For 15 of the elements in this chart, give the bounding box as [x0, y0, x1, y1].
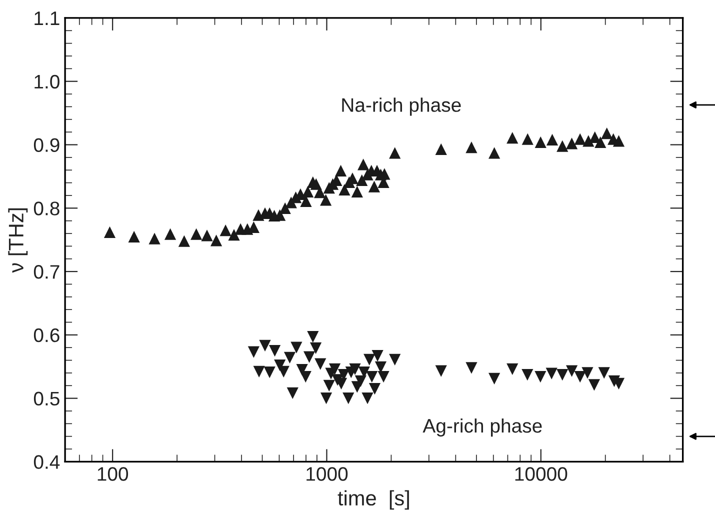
- x-tick-label: 100: [98, 467, 128, 481]
- series-label: Ag-rich phase: [422, 418, 542, 437]
- y-axis-title: ν [THz]: [8, 208, 28, 273]
- x-axis-title: time [s]: [338, 490, 409, 510]
- x-tick-label: 1000: [306, 467, 348, 481]
- y-tick-label: 0.4: [34, 455, 60, 469]
- series-label: Na-rich phase: [342, 98, 461, 116]
- y-tick-label: 0.8: [34, 202, 60, 216]
- x-tick-label: 10000: [515, 467, 568, 481]
- y-tick-label: 0.6: [34, 328, 60, 342]
- y-tick-label: 0.9: [34, 138, 60, 152]
- y-tick-label: 0.5: [34, 392, 60, 406]
- y-tick-label: 0.7: [34, 264, 60, 279]
- y-tick-label: 1.0: [34, 74, 60, 89]
- y-tick-label: 1.1: [34, 12, 60, 25]
